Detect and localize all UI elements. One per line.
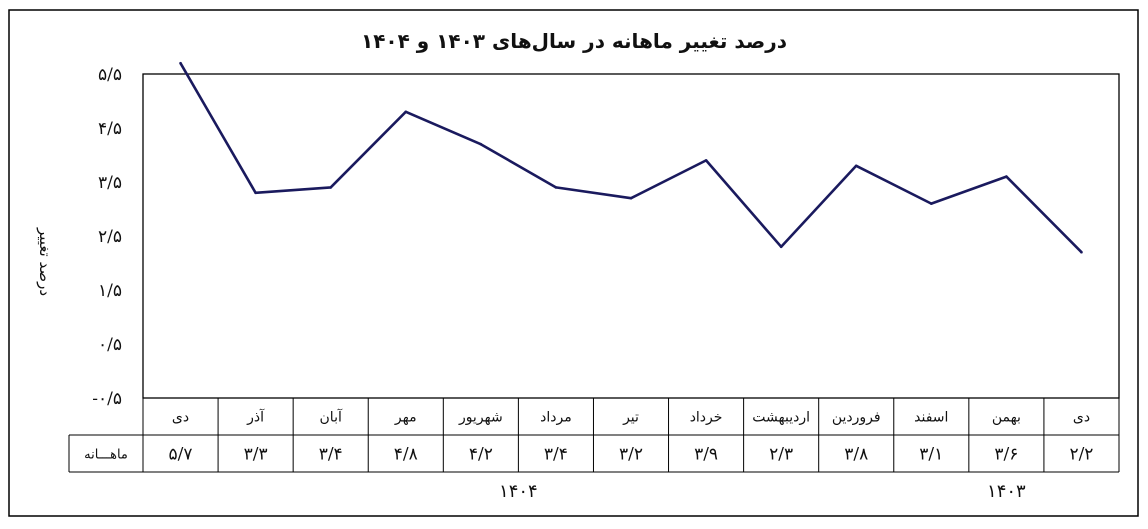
- data-point: [704, 159, 708, 162]
- x-tick-label: اردیبهشت: [752, 410, 810, 426]
- x-tick-label: آبان: [320, 409, 343, 426]
- data-point: [854, 164, 858, 168]
- data-label: ۲/۲: [1069, 445, 1093, 465]
- x-tick-label: مرداد: [540, 410, 572, 426]
- chart-title: درصد تغییر ماهانه در سال‌های ۱۴۰۳ و ۱۴۰۴: [361, 29, 787, 53]
- x-tick-label: خرداد: [690, 410, 723, 426]
- y-tick-label: ۲/۵: [98, 227, 122, 247]
- y-tick-label: ۴/۵: [98, 119, 122, 139]
- data-label: ۳/۶: [994, 445, 1018, 465]
- year-label: ۱۴۰۳: [987, 481, 1026, 502]
- x-tick-label: مهر: [394, 410, 417, 426]
- plot-frame: [142, 73, 1120, 399]
- data-label: ۴/۸: [394, 445, 418, 465]
- data-point: [479, 142, 483, 146]
- data-point: [779, 245, 783, 249]
- x-tick-label: فروردین: [832, 410, 881, 426]
- data-point: [179, 61, 182, 65]
- x-tick-label: آذر: [246, 409, 265, 426]
- row-label: ماهـــانه: [84, 448, 128, 463]
- data-point: [404, 110, 408, 114]
- data-label: ۲/۳: [769, 445, 793, 465]
- data-label: ۳/۹: [694, 445, 718, 465]
- x-tick-label: دی: [172, 410, 189, 426]
- x-tick-label: اسفند: [914, 410, 948, 426]
- y-tick-label: ۱/۵: [98, 281, 122, 301]
- series-line: [179, 62, 1083, 254]
- y-tick-label: ۳/۵: [98, 173, 122, 193]
- outer-frame: [8, 9, 1139, 517]
- y-axis-label: درصد تغییر: [36, 227, 54, 296]
- y-tick-label: ۰/۵: [98, 335, 122, 355]
- year-label: ۱۴۰۴: [499, 481, 538, 502]
- data-point: [1005, 175, 1008, 178]
- data-point: [1080, 250, 1083, 254]
- data-point: [554, 186, 558, 189]
- data-label: ۳/۱: [919, 445, 943, 465]
- y-tick-label: ۵/۵: [98, 65, 122, 85]
- plot-area: ۵/۵ ۴/۵ ۳/۵ ۲/۵ ۱/۵ ۰/۵ -۰/۵ ماهـــانه دی ۲/۲ بهمن…: [68, 61, 1120, 502]
- data-point: [629, 196, 633, 200]
- data-label: ۵/۷: [169, 445, 193, 465]
- data-label: ۳/۳: [244, 445, 268, 465]
- x-tick-label: بهمن: [992, 410, 1021, 426]
- data-point: [254, 191, 257, 195]
- x-tick-label: شهریور: [458, 410, 503, 426]
- data-label: ۳/۴: [319, 445, 343, 465]
- data-label: ۳/۸: [844, 445, 868, 465]
- data-point: [329, 186, 332, 189]
- data-label: ۴/۲: [469, 445, 493, 465]
- data-label: ۳/۴: [544, 445, 568, 465]
- data-label: ۳/۲: [619, 445, 643, 465]
- x-tick-label: تیر: [622, 410, 639, 426]
- x-tick-label: دی: [1073, 410, 1090, 426]
- data-point: [930, 202, 933, 205]
- y-tick-label: -۰/۵: [92, 389, 122, 409]
